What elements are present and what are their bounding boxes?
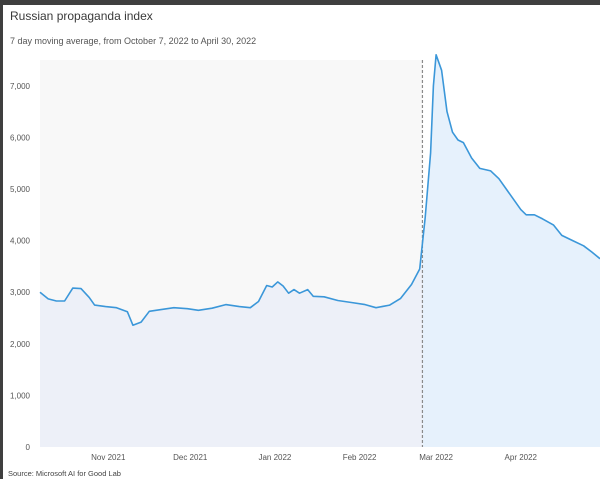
y-tick-label: 5,000: [10, 185, 31, 194]
window-frame-left: [0, 0, 3, 479]
x-axis-ticks: Nov 2021 Dec 2021 Jan 2022 Feb 2022 Mar 2022…: [91, 453, 537, 462]
x-tick-label: Nov 2021: [91, 453, 126, 462]
area-fill-after: [422, 54, 600, 448]
y-tick-label: 1,000: [10, 391, 31, 400]
area-fill-before: [40, 243, 423, 447]
chart-title: Russian propaganda index: [10, 9, 153, 23]
y-tick-label: 3,000: [10, 288, 31, 297]
y-tick-label: 2,000: [10, 340, 31, 349]
y-axis-ticks: 0 1,000 2,000 3,000 4,000 5,000 6,000 7,000: [10, 82, 31, 452]
x-tick-label: Mar 2022: [419, 453, 453, 462]
y-tick-label: 4,000: [10, 237, 31, 246]
x-tick-label: Feb 2022: [343, 453, 377, 462]
x-tick-label: Dec 2021: [173, 453, 208, 462]
x-tick-label: Jan 2022: [258, 453, 291, 462]
window-frame-top: [0, 0, 600, 5]
y-tick-label: 6,000: [10, 133, 31, 142]
chart-subtitle: 7 day moving average, from October 7, 20…: [10, 36, 257, 46]
x-tick-label: Apr 2022: [505, 453, 538, 462]
series-line: [39, 54, 600, 326]
source-note: Source: Microsoft AI for Good Lab: [8, 469, 121, 478]
y-tick-label: 7,000: [10, 82, 31, 91]
y-tick-label: 0: [26, 443, 31, 452]
